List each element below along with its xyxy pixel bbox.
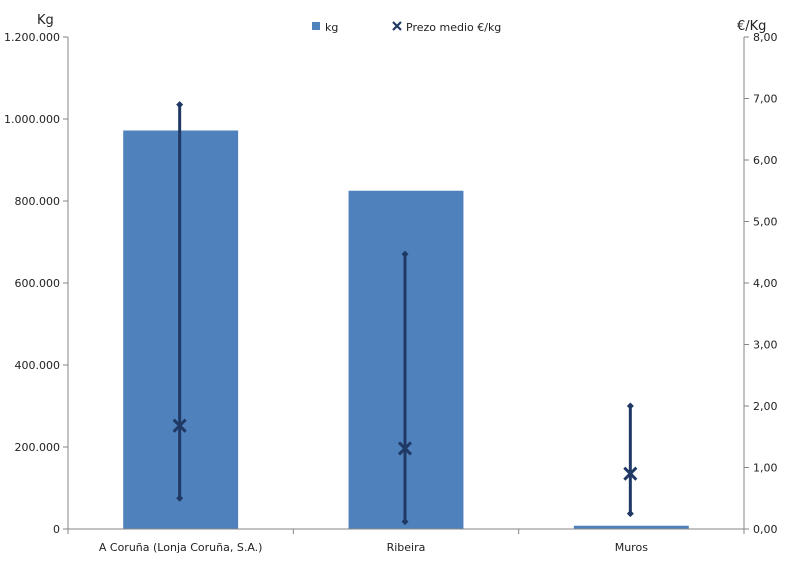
- legend-label-kg: kg: [325, 21, 338, 34]
- y-right-tick-label: 2,00: [753, 400, 778, 413]
- y-right-tick-label: 6,00: [753, 154, 778, 167]
- price-min-marker: [176, 494, 184, 502]
- y-right-tick-label: 4,00: [753, 277, 778, 290]
- y-left-tick-label: 1.000.000: [4, 113, 60, 126]
- y-left-tick-label: 0: [53, 523, 60, 536]
- legend-swatch-kg: [312, 22, 320, 30]
- y-right-tick-label: 5,00: [753, 216, 778, 229]
- y-axis-right-title: €/Kg: [737, 19, 766, 34]
- price-max-marker: [626, 402, 634, 410]
- y-left-tick-label: 800.000: [15, 195, 61, 208]
- y-right-tick-label: 8,00: [753, 31, 778, 44]
- x-tick-label: A Coruña (Lonja Coruña, S.A.): [99, 541, 263, 554]
- legend-marker-price: [392, 21, 402, 31]
- y-axis-left-title: Kg: [37, 13, 54, 28]
- y-right-tick-label: 0,00: [753, 523, 778, 536]
- price-avg-marker: [397, 441, 413, 456]
- price-avg-marker: [623, 466, 638, 481]
- price-max-marker: [401, 250, 409, 258]
- legend-label-price: Prezo medio €/kg: [406, 21, 501, 34]
- y-left-tick-label: 600.000: [15, 277, 61, 290]
- legend: kg Prezo medio €/kg: [312, 21, 501, 34]
- price-range-layer: [172, 101, 638, 526]
- y-left-tick-label: 200.000: [15, 441, 61, 454]
- x-tick-label: Ribeira: [387, 541, 426, 554]
- y-right-tick-label: 3,00: [753, 339, 778, 352]
- price-max-marker: [176, 101, 184, 109]
- axes-layer: 0 200.000 400.000 600.000 800.000 1.000.000 1.…: [4, 31, 777, 554]
- y-right-tick-label: 1,00: [753, 462, 778, 475]
- y-left-tick-label: 400.000: [15, 359, 61, 372]
- y-right-tick-label: 7,00: [753, 93, 778, 106]
- y-left-tick-label: 1.200.000: [4, 31, 60, 44]
- bar-3: [573, 525, 689, 529]
- x-tick-label: Muros: [615, 541, 648, 554]
- price-avg-marker: [172, 418, 187, 433]
- price-min-marker: [626, 510, 634, 518]
- price-min-marker: [401, 518, 409, 526]
